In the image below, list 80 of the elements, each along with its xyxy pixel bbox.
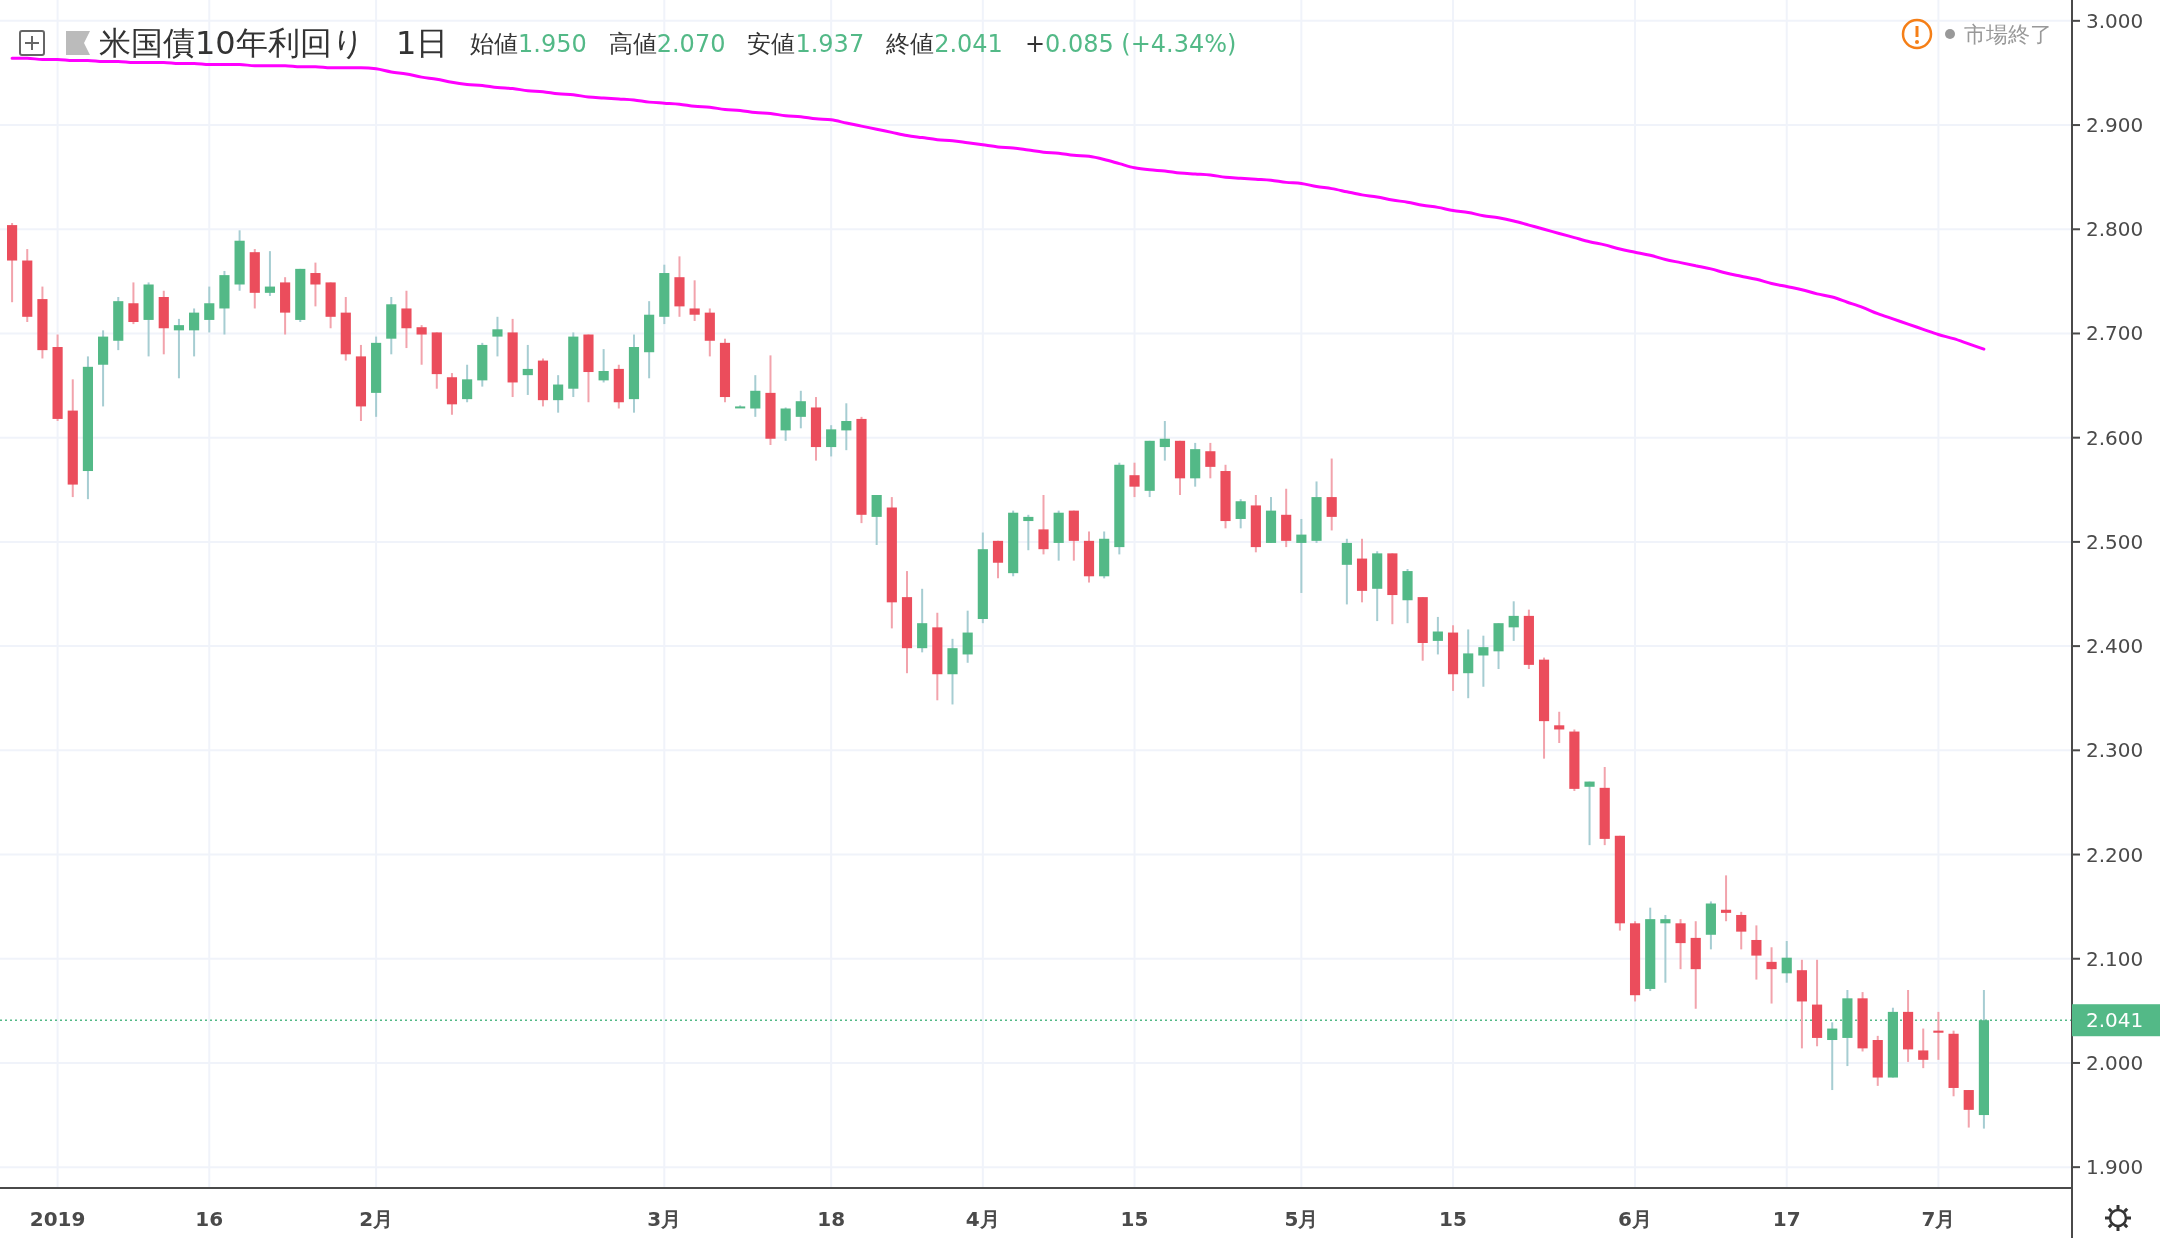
y-tick-label: 2.000 xyxy=(2086,1050,2144,1075)
candlestick xyxy=(310,261,321,308)
candlestick xyxy=(416,324,427,366)
candlestick xyxy=(1660,913,1671,984)
candlestick xyxy=(795,389,806,430)
candlestick xyxy=(1463,628,1474,700)
y-tick-label: 2.300 xyxy=(2086,738,2144,763)
candlestick xyxy=(1341,537,1352,606)
candlestick xyxy=(1038,494,1049,556)
candlestick xyxy=(173,317,185,380)
x-tick-label: 4月 xyxy=(965,1207,1000,1231)
candlestick xyxy=(264,250,276,297)
ref-line-label: 2.041 xyxy=(2086,1008,2144,1033)
annotation: 始値1.950 xyxy=(470,30,587,58)
candlestick xyxy=(780,406,791,442)
y-tick-label: 2.800 xyxy=(2086,217,2144,242)
candlestick xyxy=(689,279,700,322)
x-tick-label: 5月 xyxy=(1284,1207,1319,1231)
candlestick xyxy=(1296,517,1307,594)
candlestick xyxy=(1326,457,1337,532)
y-tick-label: 2.500 xyxy=(2086,529,2144,554)
candlestick xyxy=(1205,441,1216,480)
annotation: 市場終了 xyxy=(1964,22,2052,47)
candlestick xyxy=(401,289,412,350)
annotation: 安値1.937 xyxy=(747,30,865,58)
candlestick xyxy=(1675,918,1686,971)
candlestick xyxy=(1554,710,1565,745)
x-tick-label: 16 xyxy=(195,1207,224,1231)
candlestick xyxy=(553,374,564,414)
x-tick-label: 2019 xyxy=(29,1207,86,1231)
candlestick xyxy=(462,363,473,404)
candlestick xyxy=(522,343,533,396)
annotation: 高値2.070 xyxy=(608,30,726,58)
candlestick xyxy=(826,424,837,458)
candlestick xyxy=(1129,461,1140,499)
candlestick xyxy=(1918,1027,1929,1070)
x-tick-label: 7月 xyxy=(1921,1207,1956,1231)
y-tick-label: 2.900 xyxy=(2086,113,2144,138)
candlestick xyxy=(598,348,609,384)
x-tick-label: 2月 xyxy=(359,1207,394,1231)
annotation: 終値2.041 xyxy=(885,30,1003,58)
candlestick xyxy=(962,609,973,664)
candlestick xyxy=(1584,780,1595,847)
y-tick-label: 2.700 xyxy=(2086,321,2144,346)
y-tick-label: 1.900 xyxy=(2086,1155,2144,1180)
x-tick-label: 6月 xyxy=(1618,1207,1653,1231)
candlestick xyxy=(1933,1010,1944,1061)
candlestick xyxy=(1736,910,1747,951)
candlestick xyxy=(1432,615,1443,656)
x-tick-label: 18 xyxy=(817,1207,846,1231)
candlestick xyxy=(871,494,882,547)
x-tick-label: 17 xyxy=(1772,1207,1801,1231)
candlestick xyxy=(1023,513,1034,552)
candlestick xyxy=(128,281,139,326)
text: 米国債10年利回り xyxy=(99,24,365,62)
candlestick xyxy=(204,285,215,334)
candlestick xyxy=(189,307,200,358)
text: 1日 xyxy=(396,24,449,62)
candlestick xyxy=(1963,1089,1974,1129)
y-tick-label: 2.100 xyxy=(2086,946,2144,971)
y-tick-label: 2.400 xyxy=(2086,634,2144,659)
candlestick xyxy=(1766,946,1777,1005)
candlestick xyxy=(1781,940,1792,984)
candlestick xyxy=(1508,600,1519,642)
candlestick xyxy=(841,402,852,452)
x-tick-label: 3月 xyxy=(647,1207,682,1231)
candlestick xyxy=(750,374,761,418)
y-tick-label: 2.200 xyxy=(2086,842,2144,867)
candlestick xyxy=(492,315,503,358)
y-tick-label: 3.000 xyxy=(2086,8,2144,33)
candlestick xyxy=(1235,498,1246,530)
candlestick xyxy=(992,539,1004,580)
annotation: +0.085 (+4.34%) xyxy=(1024,30,1237,58)
candlestick xyxy=(1720,874,1732,923)
x-tick-label: 15 xyxy=(1439,1207,1467,1231)
candlestick xyxy=(1751,924,1762,981)
y-tick-label: 2.600 xyxy=(2086,425,2144,450)
x-tick-label: 15 xyxy=(1120,1207,1149,1231)
candlestick xyxy=(1159,420,1170,462)
candlestick xyxy=(1478,634,1489,688)
